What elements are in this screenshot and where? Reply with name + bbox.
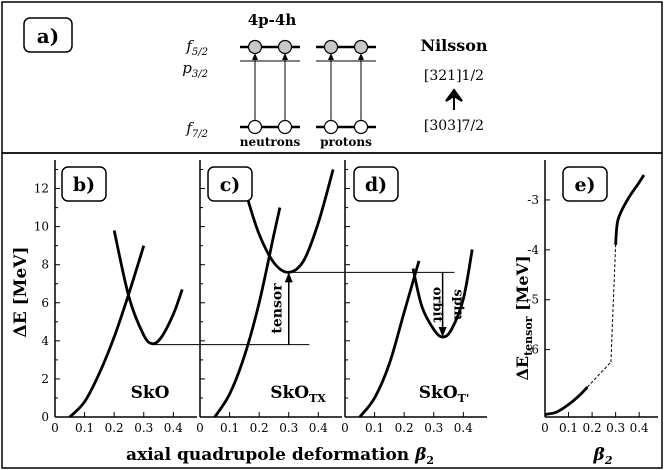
hole-circle xyxy=(323,119,339,135)
panel-label-a: a) xyxy=(37,24,59,48)
y-tick-label: 10 xyxy=(34,220,49,234)
x-tick-label: 0 xyxy=(541,421,549,435)
nilsson-arrow-icon xyxy=(445,88,463,110)
hole-circle xyxy=(353,119,369,135)
x-tick-label: 0.1 xyxy=(365,421,384,435)
x-tick-label: 0.4 xyxy=(309,421,328,435)
chart-panel-1: 0 0.1 0.2 0.3 0.4 0 2 4 6 8 10 12 b) SkO xyxy=(34,160,197,435)
y-tick-label: 6 xyxy=(41,296,49,310)
arrow-head-icon xyxy=(252,53,258,60)
panel-label: b) xyxy=(73,174,95,196)
force-label-subscript: TX xyxy=(309,392,326,405)
panel-label: e) xyxy=(574,174,595,196)
bottom-panel-frame xyxy=(1,152,663,469)
series-upper xyxy=(614,174,646,245)
config-title: 4p-4h xyxy=(248,11,297,29)
y-tick-label: 0 xyxy=(41,410,49,424)
panel-label-box-a xyxy=(23,17,73,53)
x-tick-label: 0.4 xyxy=(454,421,473,435)
x-tick-label: 0.4 xyxy=(164,421,183,435)
series-bridge_vertical xyxy=(610,244,617,363)
level-label-upper: f5/2 xyxy=(185,37,208,58)
x-tick-label: 0 xyxy=(196,421,204,435)
arrow-head-icon xyxy=(358,53,364,60)
series-parabola xyxy=(112,230,184,346)
x-tick-label: 0.3 xyxy=(279,421,298,435)
x-tick-label: 0.2 xyxy=(105,421,124,435)
y-tick-label: -5 xyxy=(527,293,539,307)
force-label: SkOT' xyxy=(419,383,469,405)
force-label: SkO xyxy=(131,383,170,403)
y-tick-label: 4 xyxy=(41,334,49,348)
particle-circle xyxy=(323,39,339,55)
ylabel-left: ΔE [MeV] xyxy=(11,247,31,338)
series-bridge_lower xyxy=(587,361,612,388)
chart-panel-2: 0 0.1 0.2 0.3 0.4 c) SkOTX xyxy=(196,160,342,435)
neutrons-label: neutrons xyxy=(240,135,301,149)
force-label-subscript: T' xyxy=(458,392,470,405)
nilsson-title: Nilsson xyxy=(420,36,487,55)
y-tick-label: 12 xyxy=(34,182,49,196)
series-rising xyxy=(68,245,146,419)
x-tick-label: 0.3 xyxy=(134,421,153,435)
y-tick-label: 8 xyxy=(41,258,49,272)
spin-label: spin xyxy=(451,289,466,320)
level-label-middle: p3/2 xyxy=(182,59,208,80)
level-scheme-panel: a) 4p-4h f5/2 p3/2 f7/2 neutrons protons… xyxy=(23,11,488,149)
panel-label: c) xyxy=(220,174,241,196)
chart-panel-4: 0 0.1 0.2 0.3 0.4 -6 -5 -4 -3 e) xyxy=(527,160,658,435)
x-tick-label: 0.2 xyxy=(583,421,602,435)
shared-xlabel: axial quadrupole deformation β2 xyxy=(126,445,434,467)
ylabel-right: ΔEtensor [MeV] xyxy=(513,255,535,380)
spin-orbit-arrow-head-icon xyxy=(438,327,447,338)
charts: 0 0.1 0.2 0.3 0.4 0 2 4 6 8 10 12 b) SkO 0 0.1 0.2 0.3 0.4… xyxy=(34,160,658,435)
x-tick-label: 0.3 xyxy=(606,421,625,435)
right-xlabel: β2 xyxy=(593,445,613,467)
series-parabola xyxy=(246,169,335,274)
series-rising xyxy=(358,260,421,418)
series-rising xyxy=(213,207,282,418)
series-lower xyxy=(544,386,589,416)
nilsson-lower: [303]7/2 xyxy=(424,118,484,134)
x-tick-label: 0.4 xyxy=(630,421,649,435)
orbit-label: orbit xyxy=(430,287,445,323)
hole-circle xyxy=(247,119,263,135)
x-tick-label: 0.1 xyxy=(75,421,94,435)
panel-label-box xyxy=(562,166,608,202)
arrow-head-icon xyxy=(328,53,334,60)
panel-label: d) xyxy=(365,174,387,196)
x-tick-label: 0.2 xyxy=(395,421,414,435)
particle-arrows xyxy=(247,39,369,135)
x-tick-label: 0 xyxy=(341,421,349,435)
particle-circle xyxy=(353,39,369,55)
arrow-head-icon xyxy=(282,53,288,60)
y-tick-label: -6 xyxy=(527,343,539,357)
hole-circle xyxy=(277,119,293,135)
x-tick-label: 0 xyxy=(51,421,59,435)
x-tick-label: 0.1 xyxy=(220,421,239,435)
force-label: SkOTX xyxy=(270,383,326,405)
panel-label-box xyxy=(353,166,399,202)
particle-circle xyxy=(247,39,263,55)
x-tick-label: 0.3 xyxy=(424,421,443,435)
nilsson-upper: [321]1/2 xyxy=(424,68,484,84)
y-tick-label: 2 xyxy=(41,372,49,386)
tensor-label: tensor xyxy=(270,283,286,334)
panel-label-box xyxy=(207,166,253,202)
x-tick-label: 0.2 xyxy=(250,421,269,435)
x-tick-label: 0.1 xyxy=(559,421,578,435)
y-tick-label: -3 xyxy=(527,193,539,207)
particle-circle xyxy=(277,39,293,55)
tensor-arrow-head-icon xyxy=(284,272,293,283)
protons-label: protons xyxy=(320,135,372,149)
y-tick-label: -4 xyxy=(527,243,539,257)
level-label-lower: f7/2 xyxy=(185,119,208,140)
panel-label-box xyxy=(61,166,107,202)
